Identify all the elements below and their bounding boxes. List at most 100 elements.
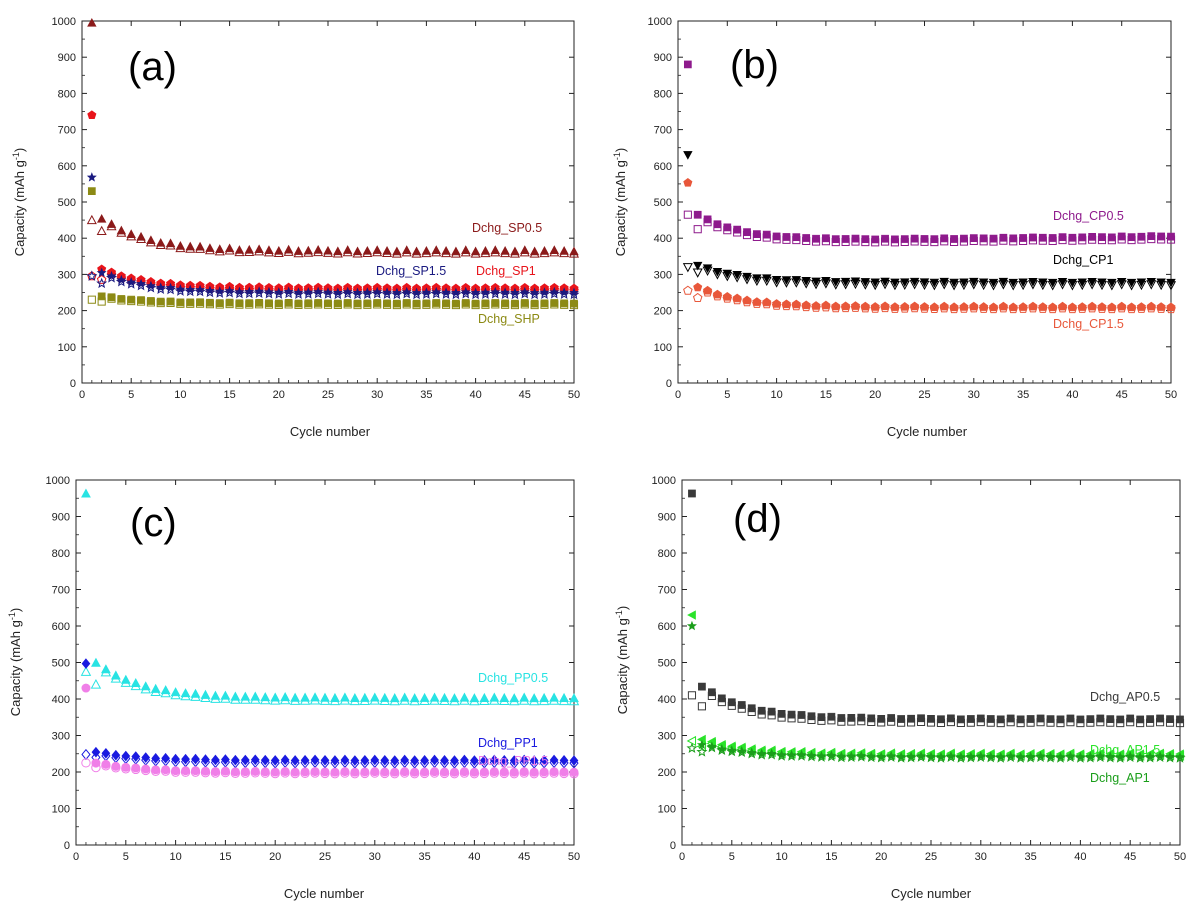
data-point-discharge [145, 280, 156, 291]
data-point-charge [243, 287, 255, 299]
data-point-discharge [812, 234, 820, 243]
y-tick-label: 500 [58, 197, 76, 209]
x-tick-label: 45 [518, 851, 530, 863]
data-point-discharge [996, 715, 1005, 724]
data-point-charge [125, 278, 137, 289]
data-point-discharge [91, 758, 101, 768]
data-point-discharge [1019, 234, 1027, 242]
data-point-charge [693, 225, 702, 234]
y-axis-title-b: Capacity (mAh g-1) [612, 148, 628, 256]
data-point-discharge [501, 299, 509, 308]
x-tick-label: 20 [273, 389, 285, 401]
data-point-discharge [116, 225, 127, 235]
data-point-discharge [708, 688, 716, 697]
x-tick-label: 10 [169, 851, 181, 863]
data-point-discharge [1018, 278, 1028, 288]
data-point-charge [283, 287, 295, 299]
y-tick-label: 900 [658, 512, 676, 524]
data-point-discharge [1067, 278, 1078, 288]
data-point-discharge [1035, 750, 1046, 761]
x-axis-title-c: Cycle number [284, 886, 365, 901]
x-tick-label: 50 [568, 851, 580, 863]
x-tick-label: 5 [128, 389, 134, 401]
data-point-discharge [1045, 751, 1056, 761]
data-point-discharge [101, 747, 111, 759]
data-point-discharge [850, 277, 861, 287]
y-axis-title-a: Capacity (mAh g-1) [11, 148, 27, 256]
data-point-discharge [796, 749, 807, 760]
data-point-discharge [1068, 233, 1077, 242]
data-point-discharge [156, 297, 165, 306]
data-point-charge [90, 678, 102, 689]
data-point-discharge [450, 287, 461, 298]
data-point-discharge [519, 767, 529, 777]
data-point-discharge [860, 278, 871, 287]
data-point-discharge [303, 245, 314, 255]
data-point-discharge [900, 278, 910, 288]
data-point-discharge [151, 765, 161, 775]
data-point-discharge [280, 767, 290, 777]
data-point-discharge [767, 707, 776, 716]
x-tick-label: 0 [73, 851, 79, 863]
data-point-discharge [440, 755, 449, 766]
data-point-discharge [1125, 750, 1136, 761]
data-point-charge [568, 288, 580, 300]
y-tick-label: 0 [666, 378, 672, 390]
y-tick-label: 100 [658, 804, 676, 816]
data-point-discharge [363, 299, 372, 308]
data-point-discharge [91, 657, 101, 667]
y-tick-label: 800 [654, 88, 672, 100]
data-point-discharge [712, 289, 722, 299]
data-point-discharge [776, 749, 787, 760]
data-point-charge [96, 225, 107, 236]
data-point-discharge [370, 754, 380, 766]
data-point-discharge [1048, 302, 1058, 312]
data-point-charge [263, 288, 275, 299]
y-tick-label: 300 [58, 269, 76, 281]
data-point-discharge [431, 245, 441, 254]
data-point-discharge [372, 286, 383, 297]
series-label: Dchg_SP1.5 [376, 264, 446, 278]
data-point-discharge [332, 287, 343, 297]
data-point-discharge [430, 767, 440, 777]
data-point-discharge [976, 714, 985, 723]
data-point-discharge [539, 767, 549, 777]
data-point-discharge [559, 692, 569, 702]
series-Dchg_CP1 [682, 151, 1177, 291]
data-point-discharge [559, 287, 570, 297]
data-point-discharge [290, 755, 300, 766]
data-point-discharge [479, 692, 490, 702]
data-point-discharge [847, 714, 856, 722]
data-point-discharge [772, 232, 781, 241]
data-point-discharge [450, 767, 459, 777]
data-point-discharge [205, 243, 215, 252]
data-point-discharge [907, 714, 915, 723]
x-tick-label: 40 [469, 389, 481, 401]
data-point-discharge [117, 295, 126, 303]
x-tick-label: 0 [675, 389, 681, 401]
x-tick-label: 5 [123, 851, 129, 863]
data-point-discharge [1076, 715, 1085, 724]
y-tick-label: 300 [52, 731, 70, 743]
data-point-discharge [330, 692, 340, 702]
data-point-discharge [490, 245, 500, 254]
data-point-discharge [100, 664, 111, 674]
data-point-discharge [350, 767, 360, 777]
data-point-discharge [349, 692, 360, 703]
data-point-discharge [500, 246, 510, 255]
data-point-charge [184, 285, 196, 297]
data-point-discharge [391, 287, 402, 298]
data-point-discharge [919, 302, 930, 311]
data-point-discharge [1055, 751, 1066, 762]
data-point-discharge [716, 743, 727, 754]
data-point-discharge [411, 246, 422, 256]
data-point-discharge [260, 754, 270, 766]
data-point-discharge [736, 746, 747, 756]
data-point-discharge [782, 233, 791, 241]
data-point-discharge [957, 715, 965, 724]
data-point-discharge [362, 245, 373, 255]
data-point-charge [371, 288, 383, 299]
series-Dchg_PP1.5 [81, 683, 579, 779]
data-point-discharge [746, 747, 757, 757]
data-point-discharge [380, 767, 390, 777]
